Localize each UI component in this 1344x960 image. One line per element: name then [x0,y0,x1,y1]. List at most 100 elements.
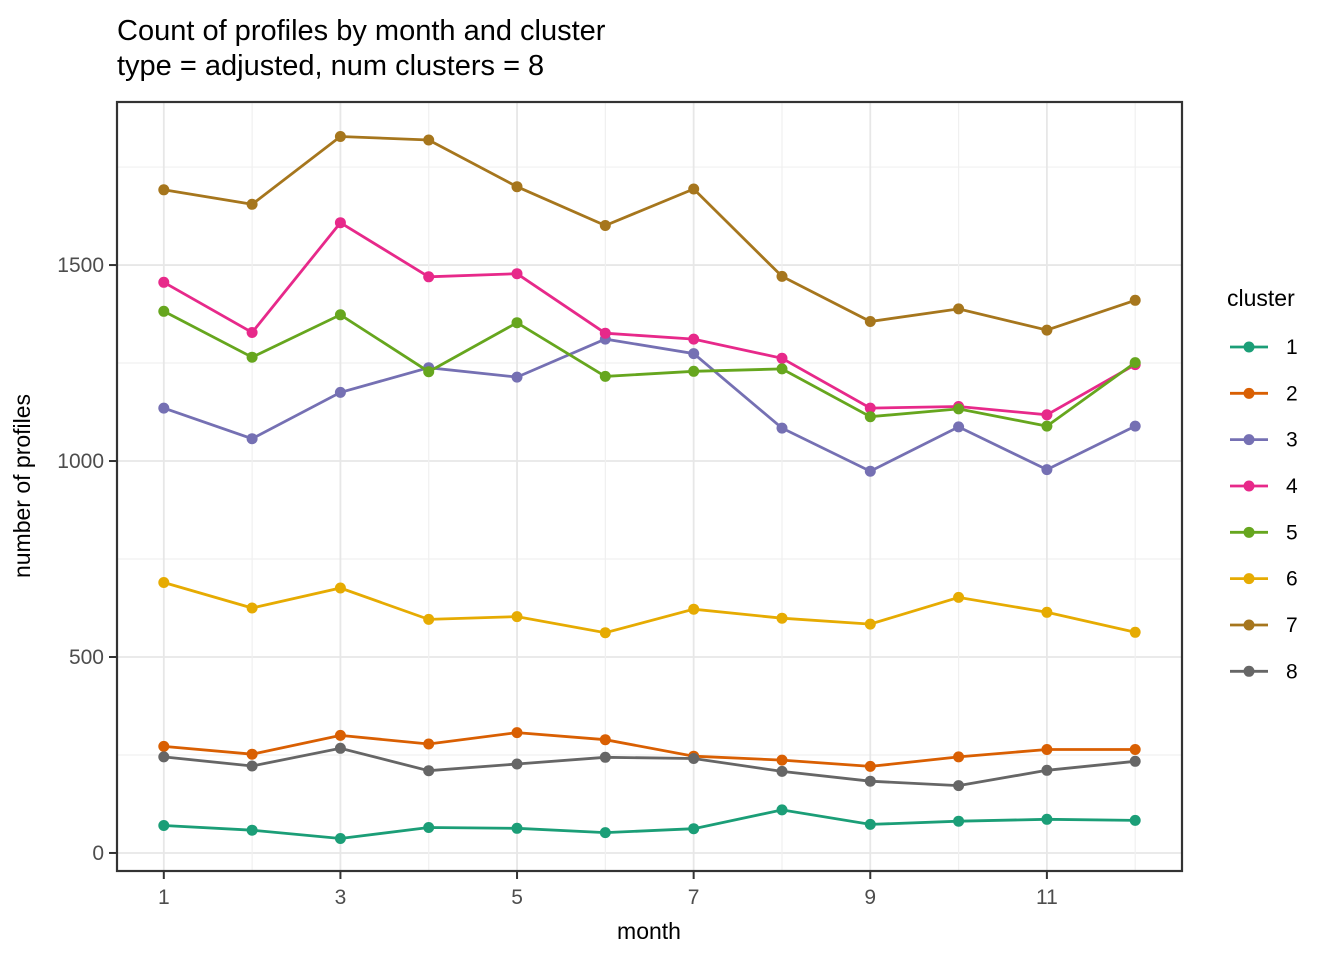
legend-label: 8 [1286,660,1298,683]
data-point-cluster-3 [1041,464,1053,476]
x-tick-label: 3 [335,886,347,909]
data-point-cluster-3 [1129,420,1141,432]
legend-key-point [1243,387,1255,399]
series-line-8 [163,746,1136,788]
data-point-cluster-3 [334,386,346,398]
series-line-3 [163,337,1136,473]
legend-entry-cluster-2: 2 [1230,382,1298,405]
data-point-cluster-6 [599,627,611,639]
data-point-cluster-7 [511,181,523,193]
data-point-cluster-3 [688,348,700,360]
data-point-cluster-7 [864,316,876,327]
data-point-cluster-4 [511,268,523,280]
data-point-cluster-5 [776,363,788,375]
data-point-cluster-5 [158,305,170,317]
legend: cluster 1 2 3 4 5 6 7 8 [1227,285,1298,683]
data-point-cluster-2 [1041,744,1053,755]
series-line-7 [163,135,1136,332]
data-point-cluster-2 [423,738,435,750]
x-axis: 1 3 5 7 9 11 [158,871,1058,909]
data-point-cluster-1 [1041,813,1053,825]
data-point-cluster-6 [776,612,788,624]
data-point-cluster-8 [864,775,876,787]
data-point-cluster-1 [246,824,258,836]
data-point-cluster-5 [511,317,523,329]
data-point-cluster-1 [1129,814,1141,826]
legend-label: 3 [1286,429,1298,452]
data-point-cluster-7 [776,270,788,282]
data-point-cluster-8 [158,751,170,763]
legend-label: 4 [1286,475,1298,498]
data-point-cluster-2 [334,729,346,741]
x-tick-label: 11 [1036,886,1058,909]
data-point-cluster-6 [158,577,170,588]
data-point-cluster-5 [423,366,435,378]
data-point-cluster-5 [864,411,876,423]
data-point-cluster-7 [953,303,965,315]
data-point-cluster-1 [599,827,611,839]
data-point-cluster-8 [1041,764,1053,776]
data-point-cluster-5 [1041,420,1053,432]
series-line-2 [163,731,1136,768]
legend-entry-cluster-8: 8 [1230,660,1298,683]
series-line-6 [163,581,1136,635]
data-point-cluster-8 [334,742,346,754]
data-point-cluster-3 [246,433,258,445]
legend-label: 1 [1286,336,1298,359]
legend-key-point [1243,341,1255,353]
data-point-cluster-3 [953,421,965,433]
data-point-cluster-6 [334,582,346,594]
data-point-cluster-6 [688,603,700,615]
x-tick-label: 1 [158,886,170,909]
legend-entry-cluster-1: 1 [1230,336,1298,359]
legend-entry-cluster-3: 3 [1230,429,1298,452]
data-point-cluster-3 [864,465,876,477]
data-point-cluster-4 [599,327,611,339]
data-point-cluster-1 [511,822,523,834]
data-point-cluster-2 [1129,744,1141,755]
data-point-cluster-4 [688,333,700,345]
data-point-cluster-7 [1129,294,1141,306]
data-point-cluster-5 [688,365,700,377]
legend-entry-cluster-5: 5 [1230,521,1298,544]
data-point-cluster-8 [953,780,965,792]
data-point-cluster-5 [334,309,346,321]
data-point-cluster-7 [599,220,611,231]
legend-label: 7 [1286,614,1298,637]
y-tick-label: 1500 [57,254,104,277]
y-tick-label: 1000 [57,450,104,473]
data-point-cluster-1 [688,823,700,835]
data-point-cluster-3 [511,371,523,383]
legend-entries: 1 2 3 4 5 6 7 8 [1230,336,1298,683]
plot-panel [117,102,1182,871]
data-point-cluster-8 [599,751,611,763]
data-point-cluster-7 [334,131,346,142]
data-point-cluster-3 [776,422,788,434]
panel-border [115,100,1184,873]
chart-subtitle: type = adjusted, num clusters = 8 [117,50,544,82]
y-tick-label: 500 [69,646,104,669]
legend-title: cluster [1227,285,1295,311]
data-point-cluster-4 [864,402,876,414]
legend-key-point [1243,573,1255,585]
data-point-cluster-7 [246,198,258,210]
x-axis-title: month [617,918,681,944]
y-axis: 0 500 1000 1500 [57,254,117,865]
data-point-cluster-1 [776,804,788,816]
data-point-cluster-2 [599,734,611,746]
series-line-1 [163,808,1136,840]
legend-label: 2 [1286,382,1298,405]
x-tick-label: 7 [688,886,700,909]
data-point-cluster-6 [1041,606,1053,618]
data-point-cluster-2 [864,760,876,772]
series-line-5 [163,310,1137,428]
series-line-4 [163,220,1136,417]
data-point-cluster-8 [688,753,700,764]
data-point-cluster-2 [158,740,170,752]
data-point-cluster-7 [423,134,435,146]
data-point-cluster-6 [511,611,523,623]
y-axis-title: number of profiles [9,394,35,578]
legend-key-point [1243,480,1255,492]
